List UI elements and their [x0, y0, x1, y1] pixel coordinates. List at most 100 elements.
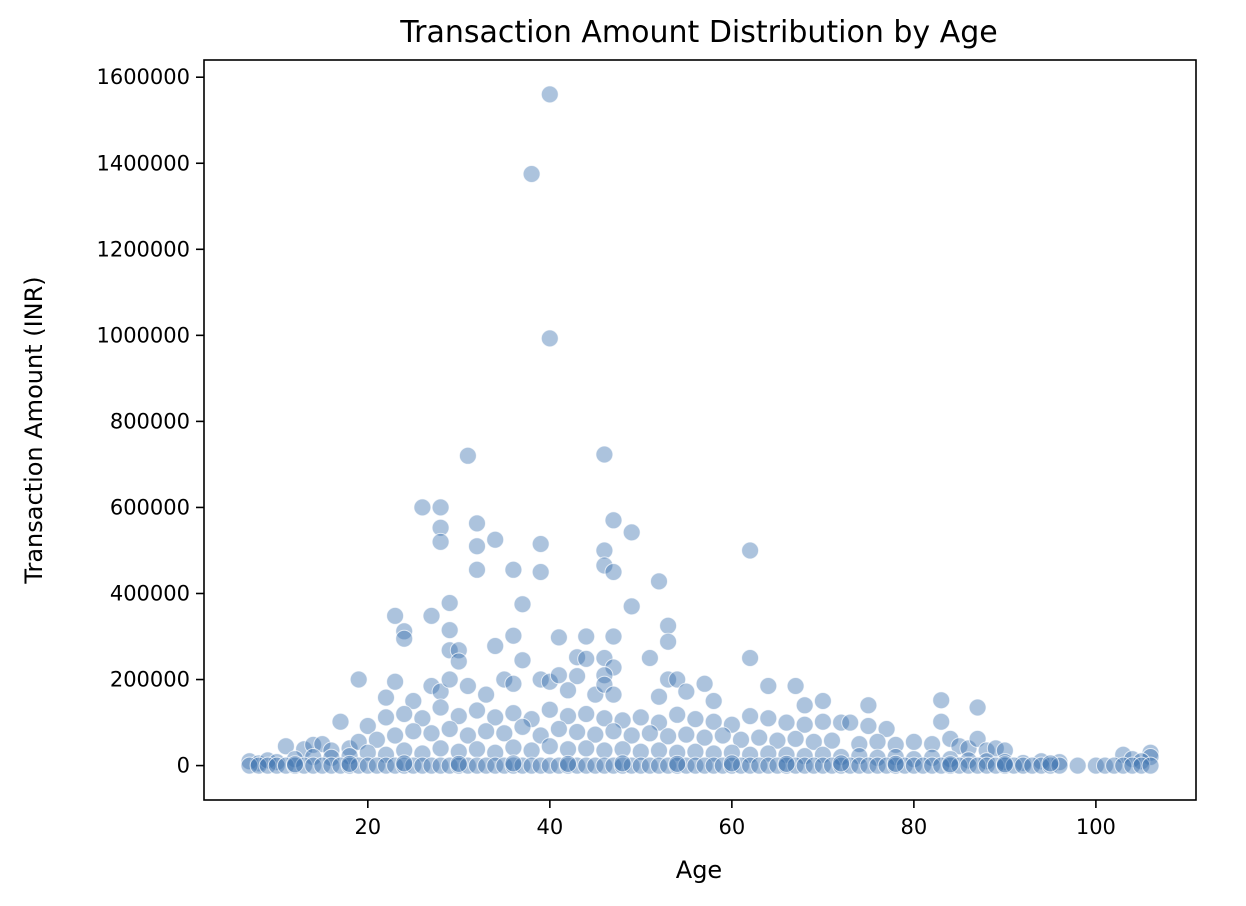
data-point — [349, 670, 368, 689]
data-point — [768, 731, 787, 750]
data-point — [540, 756, 559, 775]
data-point — [504, 674, 523, 693]
data-point — [358, 717, 377, 735]
data-point — [440, 594, 459, 612]
data-point — [559, 707, 577, 726]
data-point — [458, 446, 477, 465]
data-point — [440, 670, 459, 689]
data-point — [977, 752, 996, 771]
data-point — [559, 740, 577, 759]
data-point — [468, 740, 486, 759]
data-point — [440, 720, 459, 738]
data-point — [677, 682, 696, 701]
data-point — [995, 755, 1014, 774]
data-point — [413, 756, 432, 775]
data-point — [914, 756, 932, 775]
data-point — [486, 637, 505, 655]
data-point — [249, 756, 268, 775]
data-point — [440, 756, 459, 775]
data-point — [504, 754, 523, 773]
data-point — [722, 754, 741, 773]
data-point — [276, 737, 295, 756]
data-point — [286, 755, 304, 774]
data-point — [431, 518, 450, 537]
data-point — [422, 677, 441, 695]
data-point — [577, 739, 596, 758]
data-point — [513, 717, 532, 736]
data-point — [568, 723, 587, 741]
data-point — [1068, 756, 1087, 775]
chart-title: Transaction Amount Distribution by Age — [399, 15, 998, 50]
data-point — [468, 756, 486, 775]
data-point — [813, 712, 832, 731]
data-point — [877, 720, 896, 738]
data-point — [923, 735, 942, 754]
y-tick-label: 0 — [177, 754, 190, 778]
x-tick-label: 20 — [354, 815, 381, 839]
data-point — [977, 741, 996, 760]
data-point — [686, 756, 705, 775]
data-point — [759, 677, 778, 695]
data-point — [695, 756, 714, 775]
data-point — [1086, 756, 1105, 775]
data-point — [413, 498, 432, 517]
data-point — [486, 743, 505, 762]
plot-frame — [203, 59, 1197, 801]
data-point — [540, 85, 559, 104]
data-point — [404, 692, 423, 710]
data-point — [395, 741, 414, 760]
data-point — [540, 737, 559, 756]
data-point — [695, 728, 714, 747]
data-point — [349, 756, 368, 775]
data-point — [823, 731, 841, 750]
data-point — [650, 756, 668, 775]
y-tick-label: 1400000 — [96, 151, 190, 175]
data-point — [786, 729, 805, 748]
data-point — [240, 756, 259, 775]
x-axis: 20 40 60 80 100 — [354, 800, 1116, 839]
data-point — [504, 560, 523, 579]
y-tick-label: 800000 — [110, 409, 190, 433]
data-point — [686, 710, 705, 729]
data-point — [759, 756, 778, 775]
data-point — [640, 649, 659, 667]
data-point — [795, 747, 814, 766]
data-point — [331, 712, 350, 731]
data-point — [741, 707, 760, 726]
data-point — [677, 756, 696, 775]
data-point — [549, 756, 568, 775]
data-point — [868, 756, 887, 775]
data-point — [377, 688, 395, 707]
data-point — [595, 756, 614, 775]
data-point — [813, 756, 832, 775]
data-point — [386, 726, 405, 745]
data-point — [604, 722, 623, 741]
data-point — [240, 752, 259, 771]
data-point — [586, 756, 605, 775]
data-point — [495, 724, 514, 743]
data-point — [650, 572, 668, 591]
data-point — [959, 756, 978, 775]
data-point — [686, 742, 705, 761]
data-point — [795, 756, 814, 775]
data-point — [631, 756, 650, 775]
data-point — [522, 756, 541, 775]
data-point — [604, 627, 623, 646]
data-point — [422, 724, 441, 743]
points-layer — [240, 85, 1160, 775]
data-point — [559, 681, 577, 700]
data-point — [595, 541, 614, 560]
y-tick-label: 600000 — [110, 495, 190, 519]
data-point — [549, 666, 568, 685]
data-point — [431, 756, 450, 775]
data-point — [631, 708, 650, 727]
data-point — [877, 756, 896, 775]
data-point — [859, 756, 878, 775]
data-point — [622, 597, 641, 616]
data-point — [786, 677, 805, 695]
data-point — [668, 670, 687, 689]
data-point — [1023, 756, 1042, 775]
data-point — [604, 685, 623, 704]
data-point — [513, 595, 532, 614]
